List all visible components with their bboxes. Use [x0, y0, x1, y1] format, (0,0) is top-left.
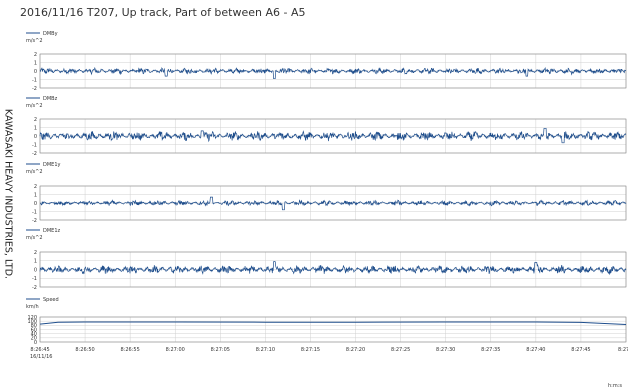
y-unit-label: m/s^2	[26, 235, 43, 241]
series-line-speed	[39, 321, 627, 325]
y-tick-label: -2	[32, 86, 37, 92]
x-tick-label: 8:27:30	[436, 347, 455, 353]
y-tick-label: -1	[32, 77, 37, 83]
x-tick-label: 8:26:55	[121, 347, 140, 353]
y-tick-label: -1	[32, 209, 37, 215]
y-tick-label: 1	[34, 259, 37, 265]
x-tick-label: 8:27:00	[166, 347, 185, 353]
y-unit-label: m/s^2	[26, 169, 43, 175]
y-tick-label: -1	[32, 142, 37, 148]
y-unit-label: m/s^2	[26, 38, 43, 44]
y-tick-label: 20	[31, 336, 37, 342]
x-tick-label: 8:27:20	[346, 347, 365, 353]
y-tick-label: 2	[34, 117, 37, 123]
y-tick-label: 100	[27, 319, 37, 325]
x-unit-label: h:m:s	[608, 383, 622, 389]
legend-label: DMBy	[43, 31, 58, 37]
y-tick-label: 0	[34, 134, 37, 140]
y-tick-label: 60	[31, 327, 37, 333]
x-tick-label: 8:27:10	[256, 347, 275, 353]
y-tick-label: 0	[34, 340, 37, 346]
y-tick-label: -2	[32, 151, 37, 157]
x-tick-label: 8:27:40	[526, 347, 545, 353]
y-tick-label: 40	[31, 331, 37, 337]
x-tick-label: 8:26:50	[75, 347, 94, 353]
series-line-dmbz	[39, 127, 627, 144]
y-tick-label: 0	[34, 267, 37, 273]
y-tick-label: 1	[34, 192, 37, 198]
x-tick-label: 8:27:5	[618, 347, 628, 353]
y-tick-label: 120	[27, 315, 37, 321]
x-tick-label: 8:27:45	[571, 347, 590, 353]
y-tick-label: -2	[32, 285, 37, 291]
y-unit-label: km/h	[26, 304, 39, 310]
legend-label: Speed	[43, 297, 59, 303]
plot-frame	[39, 316, 627, 343]
y-tick-label: 2	[34, 250, 37, 256]
y-tick-label: 2	[34, 52, 37, 58]
series-line-dme1y	[40, 196, 627, 211]
y-tick-label: -2	[32, 218, 37, 224]
legend-label: DMBz	[43, 96, 58, 102]
chart-title: 2016/11/16 T207, Up track, Part of betwe…	[20, 6, 306, 19]
legend-label: DME1y	[43, 162, 61, 168]
y-tick-label: 2	[34, 184, 37, 190]
date-label: 16/11/16	[30, 354, 52, 360]
series-line-dme1z	[39, 261, 627, 276]
x-tick-label: 8:26:45	[30, 347, 49, 353]
x-tick-label: 8:27:15	[301, 347, 320, 353]
y-tick-label: 1	[34, 60, 37, 66]
x-tick-label: 8:27:05	[211, 347, 230, 353]
legend-label: DME1z	[43, 228, 61, 234]
y-tick-label: 0	[34, 201, 37, 207]
y-tick-label: 1	[34, 125, 37, 131]
series-line-dmby	[39, 66, 627, 80]
x-axis: 8:26:45 8:26:50 8:26:55 8:27:00 8:27:05 8:27:…	[30, 347, 628, 389]
x-tick-label: 8:27:25	[391, 347, 410, 353]
y-tick-label: 80	[31, 323, 37, 329]
x-tick-label: 8:27:35	[481, 347, 500, 353]
y-unit-label: m/s^2	[26, 103, 43, 109]
y-tick-label: 0	[34, 69, 37, 75]
y-tick-label: -1	[32, 276, 37, 282]
